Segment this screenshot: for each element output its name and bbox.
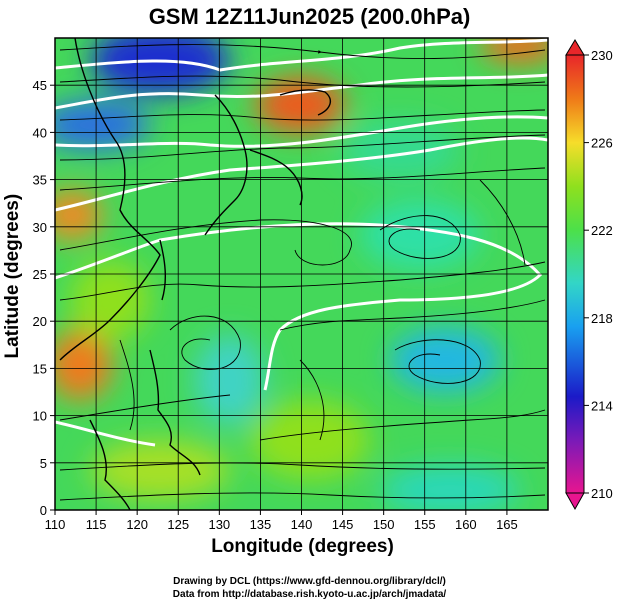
x-tick-label: 165 [496, 517, 518, 532]
colorbar: 210 214 218 222 226 230 [565, 39, 613, 511]
x-tick-label: 130 [208, 517, 230, 532]
colorbar-top-triangle [565, 39, 585, 56]
colorbar-ticks: 210 214 218 222 226 230 [584, 48, 613, 501]
y-tick-label: 10 [33, 409, 47, 424]
temperature-shading [55, 38, 548, 510]
colorbar-tick-label: 222 [591, 223, 613, 238]
x-axis-label: Longitude (degrees) [211, 536, 394, 557]
colorbar-tick-label: 214 [591, 398, 613, 413]
y-tick-label: 15 [33, 361, 47, 376]
credit-dcl: Drawing by DCL (https://www.gfd-dennou.o… [173, 576, 446, 587]
colorbar-tick-label: 230 [591, 48, 613, 63]
x-axis-ticks: 110 115 120 125 130 135 140 145 150 155 160 165 [45, 510, 518, 532]
y-tick-label: 20 [33, 314, 47, 329]
x-tick-label: 160 [455, 517, 477, 532]
x-tick-label: 140 [291, 517, 313, 532]
y-tick-label: 30 [33, 220, 47, 235]
x-tick-label: 110 [45, 517, 66, 532]
credit-data-source: Data from http://database.rish.kyoto-u.a… [172, 589, 447, 600]
x-tick-label: 120 [126, 517, 148, 532]
x-tick-label: 135 [250, 517, 272, 532]
colorbar-tick-label: 210 [591, 486, 613, 501]
y-tick-label: 25 [33, 267, 47, 282]
chart-title: GSM 12Z11Jun2025 (200.0hPa) [148, 4, 471, 29]
y-tick-label: 40 [33, 125, 47, 140]
y-tick-label: 45 [33, 78, 47, 93]
x-tick-label: 155 [414, 517, 436, 532]
x-tick-label: 145 [332, 517, 354, 532]
x-tick-label: 125 [167, 517, 189, 532]
y-tick-label: 35 [33, 173, 47, 188]
x-tick-label: 115 [86, 517, 107, 532]
y-tick-label: 5 [40, 456, 47, 471]
y-axis-ticks: 0 5 10 15 20 25 30 35 40 45 [33, 78, 55, 518]
colorbar-bar [565, 54, 585, 494]
colorbar-tick-label: 226 [591, 136, 613, 151]
lat-lon-grid [55, 38, 548, 510]
colorbar-bottom-triangle [565, 492, 585, 511]
y-tick-label: 0 [40, 503, 47, 518]
colorbar-tick-label: 218 [591, 311, 613, 326]
x-tick-label: 150 [373, 517, 395, 532]
